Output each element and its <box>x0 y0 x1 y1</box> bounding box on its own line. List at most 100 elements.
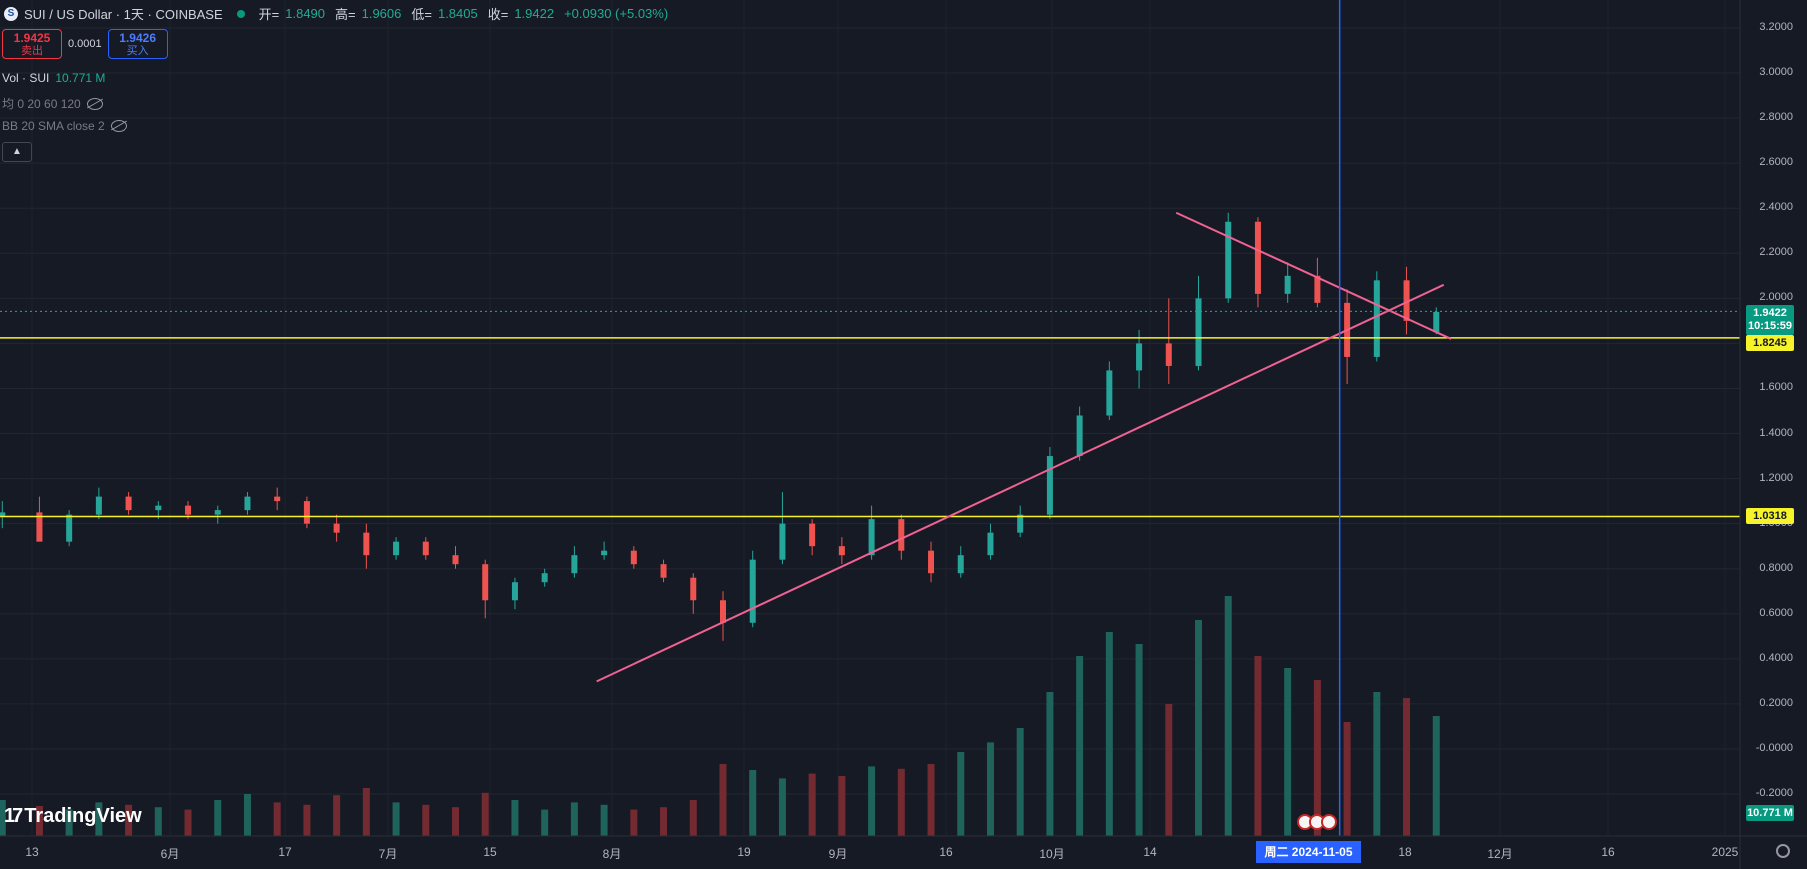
chart-title[interactable]: SUI / US Dollar · 1天 · COINBASE <box>24 7 223 22</box>
volume-bar <box>1224 596 1232 836</box>
candle-body <box>1106 370 1113 416</box>
candle-body <box>987 532 994 556</box>
volume-indicator[interactable]: Vol · SUI 10.771 M <box>2 71 105 85</box>
time-axis-label: 18 <box>1398 845 1412 859</box>
open-value: 1.8490 <box>285 6 326 21</box>
price-axis-label: 2.6000 <box>1759 156 1793 169</box>
volume-bar <box>243 794 251 836</box>
volume-bar <box>1195 620 1203 836</box>
volume-bar <box>481 792 489 836</box>
candle-body <box>809 523 816 547</box>
candle-body <box>1136 343 1143 371</box>
volume-bar <box>927 764 935 836</box>
buy-label: 买入 <box>126 45 149 57</box>
candle-body <box>1254 221 1261 294</box>
ma-indicator[interactable]: 均 0 20 60 120 <box>2 95 103 112</box>
time-axis-label: 10月 <box>1039 847 1065 861</box>
bb-indicator[interactable]: BB 20 SMA close 2 <box>2 119 127 133</box>
time-axis-label: 19 <box>737 845 751 859</box>
price-axis-label: 2.0000 <box>1759 291 1793 304</box>
volume-bar <box>333 795 341 836</box>
volume-bar <box>986 742 994 836</box>
tradingview-logo[interactable]: 17 TradingView <box>4 805 142 828</box>
price-axis-label: 3.0000 <box>1759 66 1793 79</box>
volume-bar <box>1105 632 1113 836</box>
volume-price-tag: 10.771 M <box>1746 805 1794 821</box>
price-axis-label: -0.0000 <box>1755 741 1793 754</box>
candle-body <box>155 505 162 511</box>
volume-bar <box>0 800 6 836</box>
low-value: 1.8405 <box>437 6 478 21</box>
time-axis-label: 15 <box>483 845 497 859</box>
market-status-icon <box>236 9 245 18</box>
change-value: +0.0930 (+5.03%) <box>564 6 669 21</box>
candle-body <box>601 550 608 556</box>
chart-grid <box>0 27 1740 795</box>
volume-bar <box>1016 728 1024 836</box>
candlesticks <box>0 212 1440 641</box>
candle-body <box>1017 514 1024 533</box>
candle-body <box>185 505 192 515</box>
volume-bar <box>1135 644 1143 836</box>
volume-bar <box>125 804 133 836</box>
volume-bar <box>660 807 668 836</box>
candle-body <box>452 555 459 565</box>
high-value: 1.9606 <box>361 6 402 21</box>
candle-body <box>1076 415 1083 457</box>
volume-bar <box>95 802 103 836</box>
candle-body <box>482 564 489 601</box>
tradingview-wordmark: TradingView <box>24 805 142 827</box>
buy-button[interactable]: 1.9426 买入 <box>107 29 168 59</box>
price-axis-label: 0.6000 <box>1759 606 1793 619</box>
event-markers[interactable] <box>1297 814 1337 830</box>
volume-bar <box>630 809 638 836</box>
candle-body <box>1433 311 1440 333</box>
support-price-tag: 1.0318 <box>1746 508 1794 524</box>
eye-hidden-icon[interactable] <box>86 97 103 110</box>
volume-indicator-label: Vol · SUI <box>2 71 50 85</box>
sell-button[interactable]: 1.9425 卖出 <box>2 29 62 59</box>
volume-bar <box>719 764 727 836</box>
candle-body <box>95 496 102 515</box>
candle-body <box>868 519 875 556</box>
current-price-tag: 1.9422 10:15:59 <box>1746 305 1794 335</box>
candle-body <box>1314 275 1321 303</box>
candle-body <box>749 559 756 623</box>
candle-body <box>898 519 905 551</box>
candle-body <box>422 541 429 556</box>
sui-logo-icon: S <box>4 6 18 21</box>
time-axis-label: 12月 <box>1487 847 1513 861</box>
tradingview-mark-icon: 17 <box>4 805 23 827</box>
us-flag-icon[interactable] <box>1321 814 1337 830</box>
close-value: 1.9422 <box>514 6 555 21</box>
time-axis-label: 6月 <box>160 847 180 861</box>
time-axis-label: 13 <box>25 845 39 859</box>
candle-body <box>244 496 251 511</box>
candle-body <box>630 550 637 565</box>
volume-bar <box>1343 722 1351 836</box>
candle-body <box>1373 280 1380 357</box>
volume-bar <box>1076 656 1084 836</box>
candle-body <box>1225 221 1232 299</box>
candle-body <box>779 523 786 560</box>
volume-bar <box>1373 692 1381 836</box>
volume-bar <box>303 804 311 836</box>
collapse-legend-button[interactable]: ▲ <box>2 142 32 162</box>
low-label: 低= <box>411 7 432 22</box>
spread-value: 0.0001 <box>68 38 102 50</box>
volume-bar <box>808 773 816 836</box>
volume-bar <box>838 776 846 836</box>
eye-hidden-icon[interactable] <box>110 120 127 132</box>
gear-icon[interactable] <box>1776 844 1790 858</box>
volume-bar <box>214 800 222 836</box>
volume-bar <box>65 809 73 836</box>
price-axis-label: 0.8000 <box>1759 561 1793 574</box>
volume-bar <box>184 809 192 836</box>
volume-bar <box>154 807 162 836</box>
bar-countdown: 10:15:59 <box>1747 320 1793 332</box>
price-axis-label: -0.2000 <box>1755 787 1793 799</box>
volume-bar <box>749 770 757 836</box>
price-axis-label: 1.6000 <box>1759 381 1793 394</box>
